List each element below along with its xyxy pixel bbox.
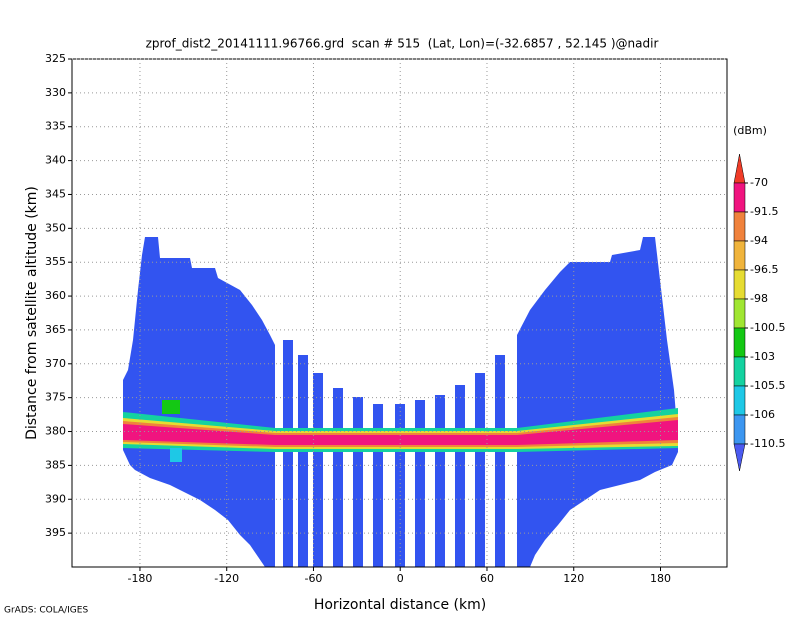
y-tick-label: 350	[45, 221, 66, 234]
y-tick-label: 335	[45, 120, 66, 133]
colorbar-segment	[733, 385, 746, 416]
colorbar-tick-label: -98	[750, 292, 768, 305]
x-tick-label: -60	[304, 572, 322, 585]
y-tick-label: 385	[45, 458, 66, 471]
y-tick-label: 390	[45, 492, 66, 505]
colorbar-segment	[733, 327, 746, 358]
y-tick-label: 375	[45, 391, 66, 404]
colorbar-tick-label: -96.5	[750, 263, 778, 276]
y-tick-label: 395	[45, 526, 66, 539]
colorbar-label: (dBm)	[733, 124, 767, 137]
y-tick-label: 370	[45, 357, 66, 370]
y-tick-label: 340	[45, 154, 66, 167]
colorbar-tick-label: -105.5	[750, 379, 785, 392]
x-tick-label: 60	[480, 572, 494, 585]
colorbar-segment	[733, 298, 746, 329]
y-tick-label: 380	[45, 425, 66, 438]
y-tick-label: 325	[45, 52, 66, 65]
colorbar-segment	[733, 356, 746, 387]
x-tick-label: 120	[563, 572, 584, 585]
y-axis-label: Distance from satellite altitude (km)	[24, 186, 40, 440]
x-axis-label: Horizontal distance (km)	[314, 597, 486, 613]
x-tick-label: 180	[650, 572, 671, 585]
colorbar-tick-label: -94	[750, 234, 768, 247]
colorbar-tick-label: -106	[750, 408, 775, 421]
colorbar-segment	[733, 182, 746, 213]
y-tick-label: 330	[45, 86, 66, 99]
colorbar-segment	[733, 269, 746, 300]
y-tick-label: 355	[45, 255, 66, 268]
colorbar-tick-label: -103	[750, 350, 775, 363]
colorbar-segment	[733, 153, 746, 184]
x-tick-label: -180	[127, 572, 152, 585]
x-tick-label: 0	[397, 572, 404, 585]
chart-title: zprof_dist2_20141111.96766.grd scan # 51…	[146, 37, 659, 51]
plot-frame	[71, 58, 728, 568]
colorbar-tick-label: -100.5	[750, 321, 785, 334]
y-tick-label: 345	[45, 187, 66, 200]
colorbar-tick-label: -110.5	[750, 437, 785, 450]
colorbar-segment	[733, 240, 746, 271]
x-tick-label: -120	[214, 572, 239, 585]
shaded-field	[123, 237, 678, 567]
y-tick-label: 365	[45, 323, 66, 336]
colorbar-tick-label: -70	[750, 176, 768, 189]
colorbar-segment	[733, 211, 746, 242]
y-tick-label: 360	[45, 289, 66, 302]
colorbar-segment	[733, 443, 746, 472]
footer: GrADS: COLA/IGES	[4, 606, 88, 616]
colorbar-tick-label: -91.5	[750, 205, 778, 218]
colorbar-segment	[733, 414, 746, 445]
